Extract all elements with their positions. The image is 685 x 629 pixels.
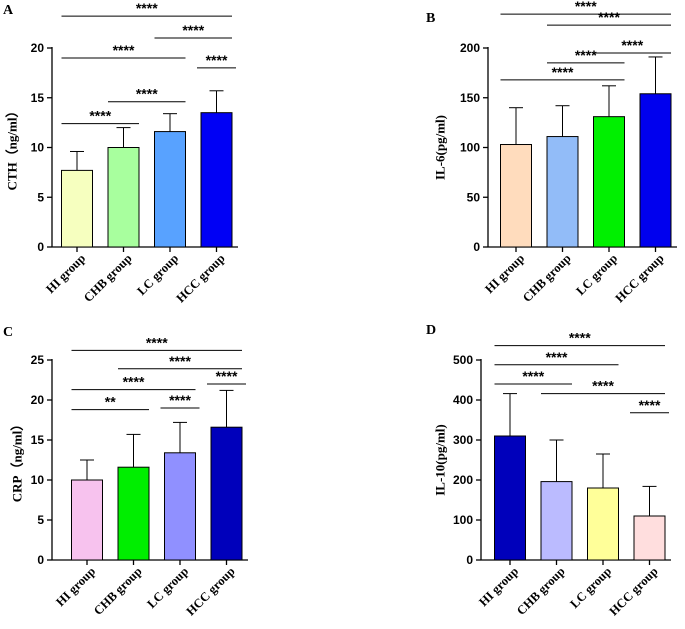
y-axis-label: IL-10(pg/ml): [433, 424, 448, 496]
significance-label: ****: [522, 368, 544, 384]
bar-3: [164, 452, 196, 561]
panel-letter: A: [3, 3, 14, 18]
bar-3: [154, 131, 186, 248]
y-tick-label: 10: [31, 141, 45, 155]
y-tick-label: 0: [37, 240, 44, 254]
panel-letter: C: [3, 325, 13, 340]
bar-2: [107, 147, 140, 248]
category-label: HCC group: [183, 564, 237, 618]
bar-1: [61, 169, 93, 248]
significance-label: ****: [169, 392, 191, 408]
y-tick-label: 200: [453, 473, 473, 487]
y-tick-label: 50: [467, 190, 481, 204]
bar-3: [593, 116, 625, 248]
y-tick-label: 10: [31, 473, 45, 487]
y-tick-label: 500: [453, 353, 473, 367]
significance-label: ****: [206, 52, 228, 68]
category-label: CHB group: [91, 564, 145, 618]
bar-1: [71, 479, 103, 561]
bar-2: [546, 136, 579, 248]
y-tick-label: 400: [453, 393, 473, 407]
y-axis-label: IL-6(pg/ml): [433, 115, 448, 180]
category-label: LC group: [573, 251, 620, 298]
panel-d: D IL-10(pg/ml) 0 100 200 300 400 500 HI groupCHB…: [426, 323, 671, 618]
category-label: CHB group: [520, 251, 574, 305]
y-tick-label: 100: [460, 141, 480, 155]
category-label: HCC group: [606, 564, 660, 618]
bar-4: [639, 93, 672, 248]
significance-label: ****: [89, 108, 111, 124]
y-tick-label: 20: [31, 41, 45, 55]
bar-4: [200, 112, 233, 248]
bar-3: [587, 487, 619, 561]
category-label: LC group: [567, 564, 614, 611]
bar-1: [500, 144, 532, 248]
category-label: HI group: [476, 564, 521, 609]
panel-letter: D: [426, 323, 436, 338]
significance-label: ****: [123, 374, 145, 390]
significance-label: **: [105, 394, 116, 410]
bar-4: [633, 515, 666, 561]
category-label: CHB group: [81, 251, 135, 305]
significance-label: ****: [575, 0, 597, 14]
y-tick-label: 15: [31, 91, 45, 105]
y-tick-label: 0: [473, 240, 480, 254]
y-tick-label: 15: [31, 433, 45, 447]
y-tick-label: 5: [37, 190, 44, 204]
significance-label: ****: [592, 378, 614, 394]
significance-label: ****: [182, 22, 204, 38]
category-label: CHB group: [514, 564, 568, 618]
category-label: LC group: [134, 251, 181, 298]
panel-letter: B: [426, 11, 435, 26]
significance-label: ****: [639, 397, 661, 413]
significance-label: ****: [546, 349, 568, 365]
significance-label: ****: [136, 86, 158, 102]
y-tick-label: 100: [453, 513, 473, 527]
significance-label: ****: [621, 37, 643, 53]
significance-label: ****: [598, 9, 620, 25]
y-tick-label: 25: [31, 353, 45, 367]
category-label: HCC group: [612, 251, 666, 305]
bar-4: [210, 426, 243, 561]
y-tick-label: 20: [31, 393, 45, 407]
y-tick-label: 300: [453, 433, 473, 447]
y-tick-label: 0: [466, 553, 473, 567]
y-tick-label: 5: [37, 513, 44, 527]
bar-2: [117, 466, 150, 561]
y-tick-label: 200: [460, 41, 480, 55]
y-tick-label: 0: [37, 553, 44, 567]
significance-label: ****: [169, 353, 191, 369]
significance-label: ****: [113, 42, 135, 58]
y-tick-label: 150: [460, 91, 480, 105]
category-label: LC group: [144, 564, 191, 611]
category-label: HI group: [482, 251, 527, 296]
significance-label: ****: [146, 334, 168, 350]
significance-label: ****: [569, 330, 591, 346]
significance-label: ****: [216, 368, 238, 384]
bar-1: [494, 435, 526, 561]
significance-label: ****: [136, 0, 158, 16]
category-label: HI group: [53, 564, 98, 609]
significance-label: ****: [552, 64, 574, 80]
category-label: HCC group: [173, 251, 227, 305]
y-axis-label: CRP（ng/ml）: [10, 418, 25, 503]
category-label: HI group: [43, 251, 88, 296]
bar-2: [540, 481, 573, 561]
significance-label: ****: [575, 47, 597, 63]
y-axis-label: CTH（ng/ml）: [5, 105, 20, 191]
